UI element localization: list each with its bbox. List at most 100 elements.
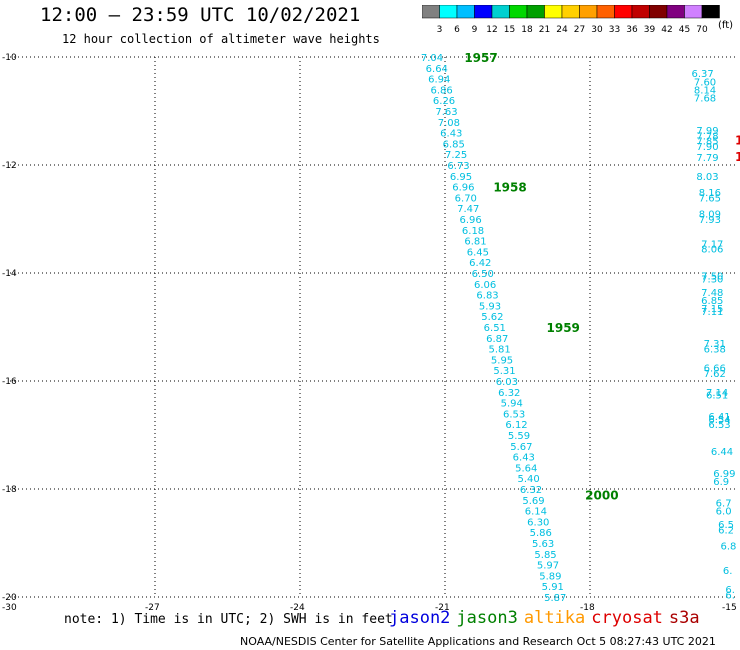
color-swatch: [684, 5, 703, 19]
swh-value: 6.06: [474, 280, 496, 291]
color-swatch: [474, 5, 493, 19]
page-subtitle: 12 hour collection of altimeter wave hei…: [62, 32, 380, 46]
swh-value: 5.93: [479, 301, 501, 312]
color-swatch: [439, 5, 458, 19]
color-scale-label: 18: [521, 25, 533, 35]
swh-value: 7.11: [701, 307, 723, 318]
swh-value: 6.32: [520, 485, 542, 496]
time-label: 1958: [493, 181, 526, 195]
swh-value: 6.86: [431, 85, 453, 96]
color-scale-label: 45: [679, 25, 690, 35]
swh-value: 5.40: [518, 474, 540, 485]
swh-value: 6.43: [440, 129, 462, 140]
color-scale-label: 9: [472, 25, 478, 35]
page-title: 12:00 – 23:59 UTC 10/02/2021: [40, 4, 361, 26]
swh-value: 8.03: [696, 172, 718, 183]
swh-value: 6.95: [450, 172, 472, 183]
swh-value: 6.96: [452, 183, 474, 194]
swh-value: 7.93: [699, 215, 721, 226]
swh-value: 7.31: [704, 339, 726, 350]
legend-item-cryosat: cryosat: [591, 608, 663, 628]
swh-value: 6.85: [443, 139, 465, 150]
swh-value: 5.94: [501, 399, 523, 410]
color-swatch: [561, 5, 580, 19]
color-scale-units: (ft): [718, 20, 734, 31]
swh-value: 5.59: [508, 431, 530, 442]
swh-value: 15: [735, 150, 740, 164]
swh-value: 6.51: [484, 323, 506, 334]
swh-value: 6.70: [455, 193, 477, 204]
lat-tick-label: -18: [2, 485, 17, 495]
swh-value: 6.44: [711, 447, 733, 458]
swh-value: 6.9: [713, 477, 729, 488]
lon-tick-label: -15: [722, 603, 737, 613]
color-swatch: [526, 5, 545, 19]
swh-value: 6.99: [713, 469, 735, 480]
swh-value: 7.25: [445, 150, 467, 161]
swh-value: 7.63: [435, 107, 457, 118]
color-swatch: [509, 5, 528, 19]
swh-value: 6.: [723, 566, 733, 577]
swh-value: 6.03: [496, 377, 518, 388]
swh-value: 5.69: [522, 496, 544, 507]
lon-tick-label: -27: [145, 603, 160, 613]
swh-value: 6.14: [525, 507, 547, 518]
satellite-legend: jason2 jason3 altika cryosat s3a: [389, 608, 706, 628]
swh-value: 7.60: [694, 77, 716, 88]
swh-value: 6.73: [447, 161, 469, 172]
swh-value: 7.14: [706, 388, 728, 399]
swh-value: 6.8: [721, 542, 737, 553]
color-swatch: [544, 5, 563, 19]
lon-tick-label: -30: [2, 603, 17, 613]
swh-value: 5.31: [493, 366, 515, 377]
time-label: 1959: [547, 321, 580, 335]
swh-value: 5.67: [510, 442, 532, 453]
swh-value: 5.91: [542, 582, 564, 593]
lat-tick-label: -16: [2, 377, 17, 387]
color-scale-label: 6: [454, 25, 460, 35]
legend-item-jason3: jason3: [456, 608, 518, 628]
color-swatch: [579, 5, 598, 19]
color-scale-label: 12: [486, 25, 497, 35]
swh-value: 7.15: [701, 304, 723, 315]
color-swatch: [701, 5, 720, 19]
swh-value: 6.96: [460, 215, 482, 226]
swh-value: 6.81: [464, 237, 486, 248]
color-scale-label: 27: [574, 25, 585, 35]
swh-value: 5.97: [537, 561, 559, 572]
swh-value: 8.14: [694, 85, 716, 96]
swh-value: 5.87: [544, 593, 566, 604]
lat-tick-label: -20: [2, 593, 17, 603]
swh-value: 7.30: [701, 274, 723, 285]
footer-note: note: 1) Time is in UTC; 2) SWH is in fe…: [64, 612, 393, 627]
legend-item-altika: altika: [523, 608, 586, 628]
swh-value: 6.43: [513, 453, 535, 464]
swh-value: 6.41: [708, 412, 730, 423]
color-scale-label: 36: [626, 25, 638, 35]
color-swatch: [614, 5, 633, 19]
swh-value: 7.99: [696, 126, 718, 137]
lon-tick-label: -21: [435, 603, 450, 613]
color-scale-label: 70: [696, 25, 708, 35]
swh-value: 6.26: [433, 96, 455, 107]
color-scale-label: 42: [661, 25, 672, 35]
swh-value: 5.89: [539, 571, 561, 582]
color-scale-label: 3: [437, 25, 443, 35]
legend-item-s3a: s3a: [668, 608, 700, 628]
swh-value: 7.79: [696, 153, 718, 164]
swh-value: 6.: [725, 585, 735, 596]
swh-value: 6.87: [486, 334, 508, 345]
swh-value: 6.50: [472, 269, 494, 280]
swh-value: 6.54: [708, 415, 730, 426]
swh-value: 5.85: [534, 550, 556, 561]
color-swatch: [631, 5, 650, 19]
swh-value: 5.64: [515, 463, 537, 474]
lat-tick-label: -10: [2, 53, 17, 63]
time-label: 1957: [464, 51, 497, 65]
color-scale-label: 15: [504, 25, 515, 35]
swh-value: 6.66: [704, 364, 726, 375]
swh-value: 6.5: [718, 520, 734, 531]
swh-value: 8.16: [699, 188, 721, 199]
color-swatch: [596, 5, 615, 19]
swh-value: 6.51: [706, 391, 728, 402]
